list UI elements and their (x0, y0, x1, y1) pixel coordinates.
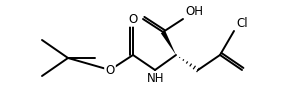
Text: OH: OH (185, 5, 203, 18)
Polygon shape (161, 31, 176, 55)
Text: O: O (105, 64, 115, 77)
Text: NH: NH (147, 72, 165, 85)
Text: O: O (128, 13, 138, 26)
Text: Cl: Cl (236, 17, 248, 30)
